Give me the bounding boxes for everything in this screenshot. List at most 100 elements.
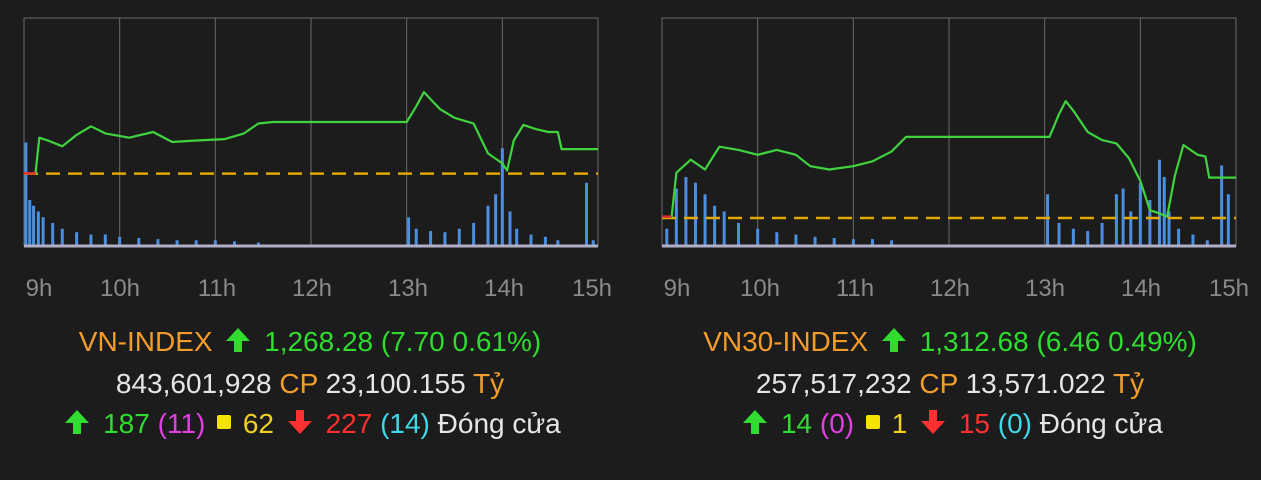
volume-bar <box>1162 177 1166 246</box>
volume-bar <box>1220 165 1224 246</box>
volume-bar <box>118 236 122 246</box>
volume-bar <box>1167 211 1171 246</box>
volume-bar <box>713 205 717 246</box>
volume-bar <box>256 242 260 246</box>
volume-value: 257,517,232 <box>755 368 912 399</box>
volume-bar <box>890 240 894 246</box>
volume-bar <box>429 231 433 246</box>
volume-bar <box>1157 159 1161 246</box>
unchanged-square-icon <box>217 415 232 429</box>
market-status: Đóng cửa <box>1039 408 1163 439</box>
market-status: Đóng cửa <box>437 408 561 439</box>
volume-bar <box>508 211 512 246</box>
volume-bar <box>486 205 490 246</box>
volume-bar <box>232 241 236 246</box>
unchanged-count: 1 <box>891 408 908 439</box>
vn30-index-breadth-line: 14 (0) 1 15 (0) Đóng cửa <box>640 408 1260 440</box>
x-tick-label: 10h <box>740 275 780 302</box>
volume-bar <box>703 194 707 246</box>
price-line <box>24 90 598 175</box>
volume-bar <box>407 217 411 246</box>
x-tick-label: 9h <box>26 275 53 302</box>
volume-bar <box>1177 228 1181 246</box>
volume-bar <box>1057 223 1061 246</box>
volume-bar <box>472 223 476 246</box>
volume-bar <box>500 148 504 246</box>
volume-value: 843,601,928 <box>115 368 272 399</box>
unchanged-square-icon <box>865 415 880 429</box>
index-name: VN30-INDEX <box>703 326 869 357</box>
volume-bar <box>1226 194 1230 246</box>
volume-bar <box>32 205 36 246</box>
volume-bar <box>529 234 533 246</box>
vn30-index-panel: 9h 10h 11h 12h 13h 14h 15h VN30-INDEX 1,312.68… <box>640 0 1249 480</box>
volume-bar <box>585 182 589 246</box>
price-line <box>662 99 1236 218</box>
volume-bar <box>665 228 669 246</box>
advance-arrow-icon <box>743 410 768 434</box>
x-tick-label: 14h <box>1121 275 1161 302</box>
volume-bar <box>24 142 28 246</box>
decline-arrow-icon <box>921 410 946 434</box>
x-tick-label: 12h <box>292 275 332 302</box>
volume-bar <box>156 239 160 246</box>
vn-index-volume-line: 843,601,928 CP 23,100.155 Tỷ <box>0 368 620 400</box>
volume-bar <box>457 228 461 246</box>
x-tick-label: 13h <box>1025 275 1065 302</box>
volume-unit: CP <box>279 368 318 399</box>
volume-bar <box>737 223 741 246</box>
volume-bar <box>175 240 179 246</box>
turnover-value: 23,100.155 <box>325 368 466 399</box>
x-tick-label: 14h <box>484 275 524 302</box>
x-tick-label: 13h <box>388 275 428 302</box>
volume-unit: CP <box>919 368 958 399</box>
volume-bar <box>51 223 55 246</box>
volume-bar <box>515 228 519 246</box>
volume-bar <box>1086 231 1090 246</box>
volume-bar <box>756 228 760 246</box>
volume-bar <box>494 194 498 246</box>
up-arrow-icon <box>226 328 251 352</box>
volume-bar <box>556 240 560 246</box>
volume-bar <box>591 240 595 246</box>
floor-count: (14) <box>380 408 430 439</box>
floor-count: (0) <box>997 408 1032 439</box>
volume-bar <box>1114 194 1118 246</box>
x-tick-label: 9h <box>664 275 691 302</box>
volume-bar <box>813 236 817 246</box>
volume-bar <box>722 211 726 246</box>
volume-bar <box>693 182 697 246</box>
index-change: (7.70 0.61%) <box>380 326 542 357</box>
turnover-unit: Tỷ <box>472 368 505 399</box>
volume-bar <box>1121 188 1125 246</box>
vn-index-panel: 9h 10h 11h 12h 13h 14h 15h VN-INDEX 1,268.28 (… <box>0 0 612 480</box>
volume-bar <box>851 239 855 246</box>
volume-bar <box>28 200 32 246</box>
advances-count: 187 <box>103 408 150 439</box>
vn-index-breadth-line: 187 (11) 62 227 (14) Đóng cửa <box>0 408 620 440</box>
ceiling-count: (0) <box>819 408 855 439</box>
x-tick-label: 15h <box>1209 275 1249 302</box>
index-value: 1,268.28 <box>264 326 374 357</box>
volume-bar <box>674 188 678 246</box>
volume-bar <box>1046 194 1050 246</box>
up-arrow-icon <box>881 328 906 352</box>
turnover-unit: Tỷ <box>1112 368 1145 399</box>
advance-arrow-icon <box>65 410 90 434</box>
volume-bar <box>41 217 45 246</box>
volume-bar <box>1191 234 1195 246</box>
volume-bar <box>443 232 447 246</box>
volume-bar <box>794 234 798 246</box>
index-name: VN-INDEX <box>78 326 213 357</box>
volume-bar <box>543 236 547 246</box>
volume-bar <box>1100 223 1104 246</box>
index-value: 1,312.68 <box>919 326 1029 357</box>
vn-index-chart: 9h 10h 11h 12h 13h 14h 15h <box>23 17 612 302</box>
x-tick-label: 11h <box>198 275 236 302</box>
volume-bar <box>775 232 779 246</box>
x-tick-label: 12h <box>930 275 970 302</box>
volume-bar <box>414 228 418 246</box>
volume-bar <box>832 237 836 246</box>
volume-bar <box>89 234 93 246</box>
unchanged-count: 62 <box>242 408 275 439</box>
